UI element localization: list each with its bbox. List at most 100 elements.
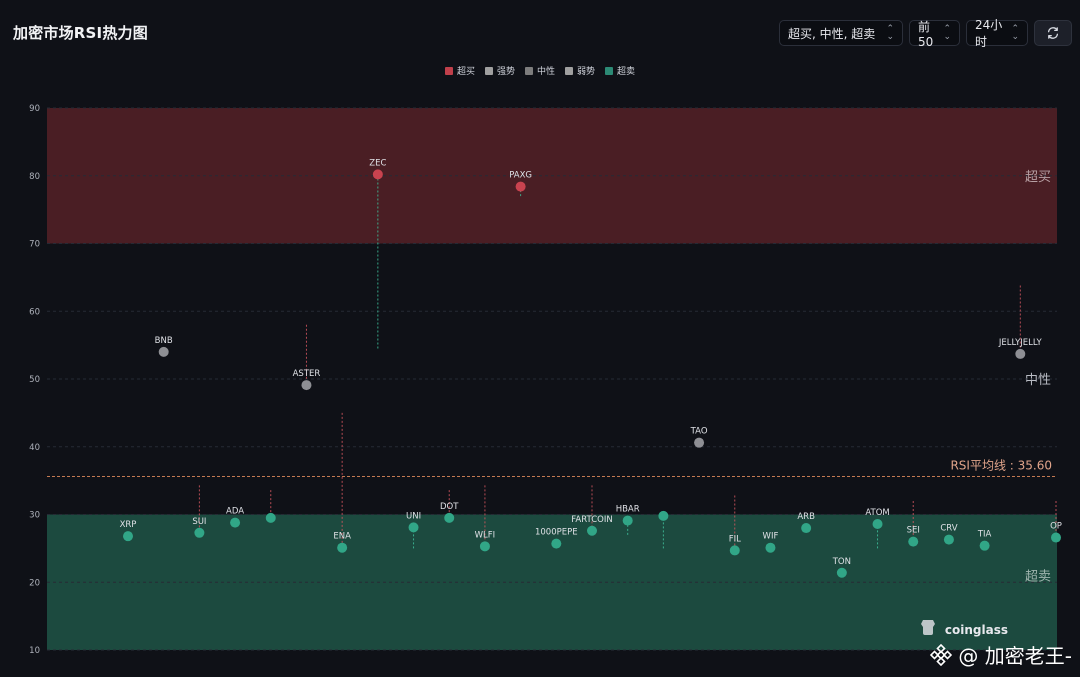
refresh-button[interactable] [1034,20,1072,46]
status-filter-value: 超买, 中性, 超卖 [788,26,876,41]
data-point-unlabeled [658,510,669,521]
legend-swatch [605,66,614,75]
data-point-ton [836,567,847,578]
legend-label: 弱势 [577,67,596,77]
point-label: ATOM [865,508,889,518]
refresh-icon [1047,27,1059,39]
y-tick-label: 80 [29,172,40,182]
point-label: SEI [907,526,920,536]
coinglass-logo-icon [918,617,938,641]
point-label: TON [832,557,851,567]
chart-legend: 超买 强势 中性 弱势 超卖 [0,64,1080,77]
data-point-crv [943,534,954,545]
data-point-ada [230,517,241,528]
point-label: BNB [155,336,173,346]
top-n-select[interactable]: 前50 ⌃ ⌄ [909,19,960,49]
y-tick-label: 20 [29,578,40,588]
watermark-brand: coinglass [944,623,1008,637]
point-label: DOT [440,502,459,512]
data-point-bnb [158,346,169,357]
top-n-value: 前50 [918,19,934,49]
point-label: FIL [729,534,741,544]
data-point-xrp [123,531,133,542]
point-label: ENA [333,532,351,542]
y-tick-label: 40 [29,443,40,453]
data-point-atom [872,518,883,529]
data-point-tao [694,437,705,448]
y-tick-label: 50 [29,375,40,385]
point-label: HBAR [616,505,640,515]
point-label: 1000PEPE [535,528,578,538]
point-label: ZEC [369,158,386,168]
data-point-fil [729,545,740,556]
legend-item[interactable]: 中性 [524,64,555,77]
legend-label: 超卖 [617,67,636,77]
data-point-sui [194,527,205,538]
point-label: TAO [690,427,708,437]
data-point-uni [408,522,419,533]
point-label: CRV [940,524,957,534]
point-label: OP [1050,522,1062,532]
y-tick-label: 60 [29,307,40,317]
data-point-fartcoin [587,525,597,536]
legend-swatch [444,66,453,75]
data-point-jellyjelly [1015,348,1026,359]
legend-swatch [484,66,493,75]
data-point-ena [337,542,348,553]
point-label: ADA [226,507,244,517]
point-label: TIA [977,530,992,540]
point-label: WIF [763,532,779,542]
legend-item[interactable]: 超买 [444,64,475,77]
point-label: ASTER [293,369,321,379]
data-point-1000pepe [551,538,562,549]
data-point-op [1051,532,1061,543]
data-point-dot [444,512,455,523]
point-label: SUI [192,517,206,527]
y-tick-label: 90 [29,104,40,114]
data-point-arb [801,523,812,534]
chevron-updown-icon: ⌃ ⌄ [886,24,894,42]
y-tick-label: 70 [29,240,40,250]
watermark-author: @ 加密老王- [930,640,1072,669]
rsi-average-label: RSI平均线 : 35.60 [950,459,1052,473]
chevron-updown-icon: ⌃ ⌄ [1011,24,1019,42]
legend-item[interactable]: 超卖 [605,64,635,77]
data-point-wlfi [479,541,490,552]
author-logo-icon [930,643,953,666]
point-label: WLFI [475,530,496,540]
toolbar: 超买, 中性, 超卖 ⌃ ⌄ 前50 ⌃ ⌄ 24小时 ⌃ ⌄ [779,18,1072,49]
data-point-zec [372,169,383,180]
chevron-updown-icon: ⌃ ⌄ [943,24,951,42]
legend-swatch [524,66,533,75]
zone-label: 超卖 [1025,569,1051,584]
zone-label: 超买 [1025,170,1051,185]
data-point-hbar [622,515,633,526]
data-point-paxg [515,181,526,192]
point-label: ARB [797,512,815,522]
legend-item[interactable]: 强势 [484,64,515,77]
point-label: JELLYJELLY [998,338,1043,348]
legend-label: 超买 [456,67,475,77]
page-title: 加密市场RSI热力图 [13,24,148,42]
legend-swatch [565,66,573,75]
y-tick-label: 10 [29,646,40,656]
data-point-tia [979,540,990,551]
timeframe-value: 24小时 [975,18,1003,49]
zone-label: 中性 [1025,373,1051,388]
legend-label: 中性 [536,67,555,77]
y-tick-label: 30 [29,511,40,521]
legend-label: 强势 [496,67,515,77]
point-label: FARTCOIN [571,515,612,525]
data-point-aster [301,380,312,391]
data-point-unlabeled [265,512,276,523]
data-point-wif [765,542,776,553]
timeframe-select[interactable]: 24小时 ⌃ ⌄ [966,18,1028,49]
header: 加密市场RSI热力图 超买, 中性, 超卖 ⌃ ⌄ 前50 ⌃ ⌄ 24小时 ⌃ ⌄ [0,0,1080,66]
point-label: UNI [406,511,421,521]
data-point-sei [908,536,919,547]
status-filter-select[interactable]: 超买, 中性, 超卖 ⌃ ⌄ [779,20,903,46]
watermark-author-text: @ 加密老王- [958,644,1072,668]
point-label: PAXG [509,171,532,181]
legend-item[interactable]: 弱势 [565,64,595,77]
